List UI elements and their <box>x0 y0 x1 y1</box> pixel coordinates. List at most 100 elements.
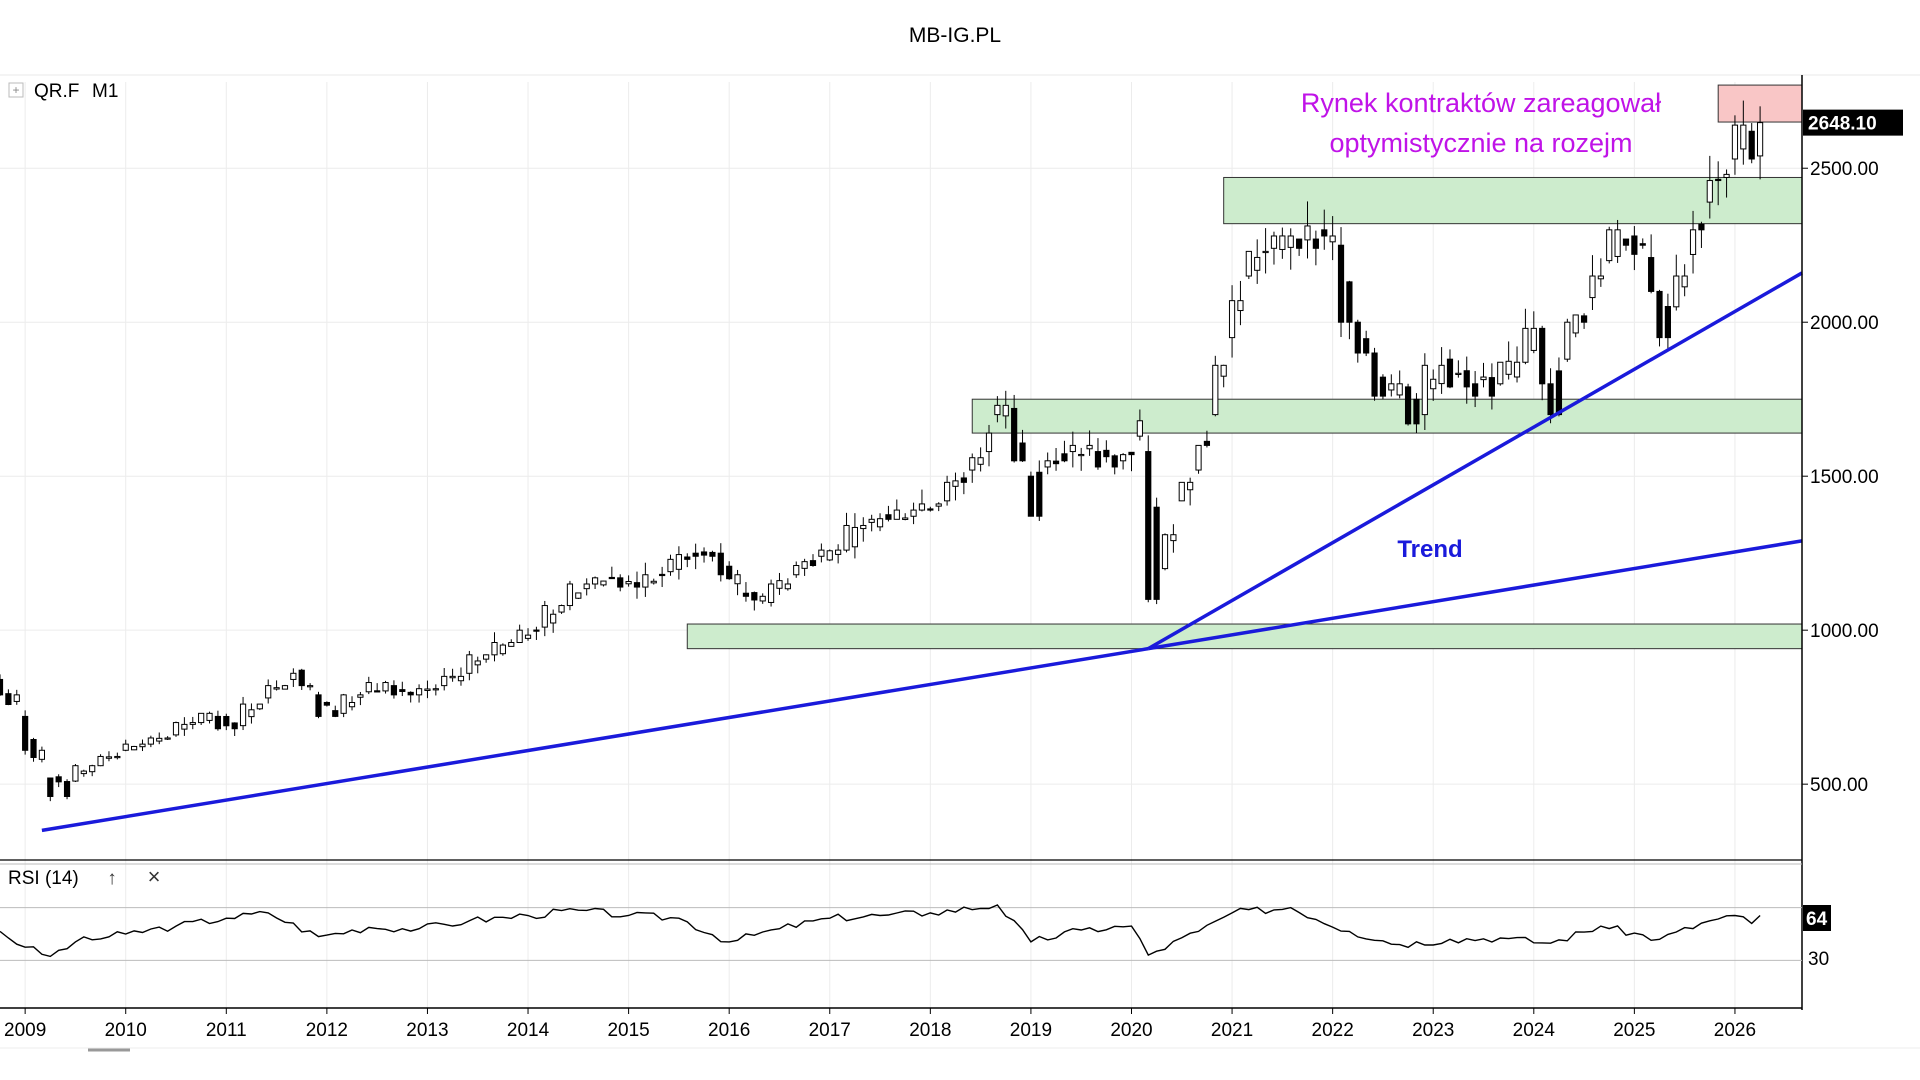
candle-body <box>952 480 959 487</box>
candle-body <box>1597 275 1604 280</box>
candle-body <box>985 432 993 453</box>
candle-body <box>717 552 724 576</box>
trend-line <box>1147 271 1803 651</box>
candle-body <box>1404 386 1412 425</box>
candle-body <box>89 765 96 773</box>
rsi-up-icon[interactable]: ↑ <box>107 868 117 889</box>
candle-body <box>491 642 498 656</box>
candle-body <box>575 592 582 599</box>
price-tick-label: 1500.00 <box>1810 467 1879 488</box>
candle-body <box>1740 124 1747 150</box>
candle-body <box>893 509 900 520</box>
price-tick-label: 500.00 <box>1810 775 1868 796</box>
candle-body <box>332 710 339 717</box>
candle-body <box>1622 238 1630 246</box>
candle-body <box>1664 305 1671 339</box>
candle-body <box>1170 534 1177 542</box>
candle-body <box>139 743 146 748</box>
candle-body <box>164 737 171 740</box>
candle-body <box>943 481 951 502</box>
candle-body <box>1161 534 1169 570</box>
candle-body <box>1371 352 1378 397</box>
instrument-timeframe: M1 <box>92 81 118 102</box>
candle-body <box>809 560 817 567</box>
candle-body <box>457 675 465 682</box>
candle-body <box>1388 383 1395 391</box>
candle-body <box>1195 444 1202 471</box>
candle-body <box>776 580 783 589</box>
candle-body <box>1681 275 1688 288</box>
candle-body <box>1086 444 1093 450</box>
candle-body <box>1572 314 1579 334</box>
time-tick-label: 2013 <box>406 1020 448 1041</box>
candle-body <box>1522 327 1529 363</box>
candle-body <box>1723 173 1730 178</box>
candle-body <box>1614 229 1621 257</box>
candle-body <box>885 514 892 520</box>
time-axis-ticks: 2009 2010 2011 2012 2013 2014 2015 2016 2017 2018… <box>4 1008 1756 1041</box>
candle-body <box>399 689 406 692</box>
candle-body <box>307 685 314 688</box>
candle-body <box>55 776 62 783</box>
candle-body <box>256 703 263 710</box>
candle-body <box>684 556 691 560</box>
candle-body <box>47 777 54 797</box>
candle-body <box>524 634 532 639</box>
candle-body <box>1044 460 1051 468</box>
candle-body <box>181 723 188 730</box>
candle-body <box>432 688 439 691</box>
candle-body <box>1555 370 1563 416</box>
rsi-label: RSI (14) <box>8 868 79 889</box>
rsi-level-label: 30 <box>1808 949 1829 970</box>
candle-body <box>290 672 297 680</box>
candle-body <box>1689 229 1697 255</box>
candle-body <box>1363 338 1370 354</box>
candle-body <box>63 781 71 797</box>
time-tick-label: 2010 <box>105 1020 147 1041</box>
candle-body <box>114 755 121 759</box>
candle-body <box>1337 244 1345 323</box>
candle-body <box>876 518 884 528</box>
time-tick-label: 2024 <box>1513 1020 1556 1041</box>
candle-body <box>902 517 909 520</box>
time-tick-label: 2011 <box>206 1020 247 1041</box>
candle-body <box>868 518 875 523</box>
candle-body <box>1036 471 1043 517</box>
candle-body <box>273 687 280 690</box>
candle-body <box>449 675 456 679</box>
candle-body <box>323 701 330 706</box>
candle-body <box>617 577 624 588</box>
expand-icon[interactable] <box>8 82 24 98</box>
rsi-value-badge <box>1803 905 1831 931</box>
last-price-badge <box>1803 109 1903 136</box>
rsi-close-icon[interactable]: × <box>148 864 161 889</box>
candle-body <box>935 503 942 507</box>
candle-body <box>340 694 347 714</box>
candle-body <box>13 694 20 702</box>
candle-body <box>1069 444 1076 453</box>
candle-body <box>390 685 398 696</box>
candle-body <box>994 404 1001 416</box>
time-tick-label: 2023 <box>1412 1020 1454 1041</box>
candle-body <box>675 554 682 570</box>
candle-body <box>541 605 548 628</box>
candle-body <box>1103 449 1110 458</box>
candle-body <box>1002 404 1009 417</box>
candle-body <box>600 580 607 586</box>
candle-body <box>1304 225 1311 241</box>
candle-body <box>1748 130 1755 160</box>
candle-body <box>1145 451 1152 600</box>
candle-body <box>1706 180 1713 203</box>
candle-body <box>650 580 657 584</box>
candle-body <box>382 682 389 692</box>
candle-body <box>424 688 431 691</box>
candle-body <box>466 654 473 674</box>
candle-body <box>1027 475 1035 517</box>
candle-body <box>1513 361 1521 378</box>
candle-body <box>1120 454 1127 462</box>
candle-body <box>198 712 205 724</box>
price-tick-label: 2500.00 <box>1810 159 1879 180</box>
gridlines <box>0 82 1802 1008</box>
candle-body <box>1547 383 1554 416</box>
